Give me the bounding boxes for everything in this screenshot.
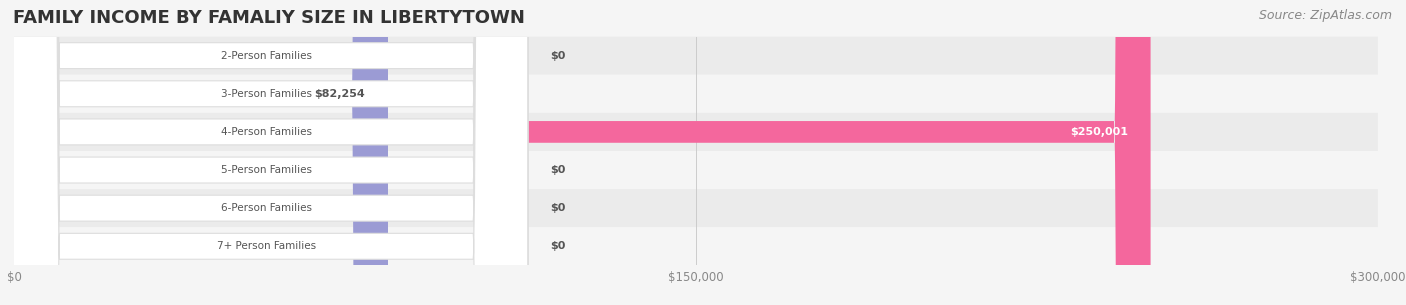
Text: 5-Person Families: 5-Person Families (221, 165, 312, 175)
Text: $0: $0 (551, 203, 565, 213)
FancyBboxPatch shape (14, 37, 1378, 75)
FancyBboxPatch shape (14, 227, 1378, 265)
Text: FAMILY INCOME BY FAMALIY SIZE IN LIBERTYTOWN: FAMILY INCOME BY FAMALIY SIZE IN LIBERTY… (13, 9, 524, 27)
Text: 7+ Person Families: 7+ Person Families (217, 241, 316, 251)
FancyBboxPatch shape (6, 0, 527, 305)
FancyBboxPatch shape (14, 0, 388, 305)
FancyBboxPatch shape (14, 113, 1378, 151)
Text: 6-Person Families: 6-Person Families (221, 203, 312, 213)
Text: 2-Person Families: 2-Person Families (221, 51, 312, 61)
FancyBboxPatch shape (14, 151, 1378, 189)
Text: $0: $0 (551, 51, 565, 61)
FancyBboxPatch shape (6, 0, 527, 305)
Text: $0: $0 (551, 165, 565, 175)
FancyBboxPatch shape (6, 0, 527, 305)
FancyBboxPatch shape (6, 0, 527, 305)
FancyBboxPatch shape (14, 75, 1378, 113)
Text: $82,254: $82,254 (315, 89, 366, 99)
Text: 4-Person Families: 4-Person Families (221, 127, 312, 137)
Text: Source: ZipAtlas.com: Source: ZipAtlas.com (1258, 9, 1392, 22)
FancyBboxPatch shape (14, 189, 1378, 227)
FancyBboxPatch shape (14, 0, 1150, 305)
Text: $250,001: $250,001 (1070, 127, 1128, 137)
FancyBboxPatch shape (6, 0, 527, 305)
FancyBboxPatch shape (6, 0, 527, 305)
Text: $0: $0 (551, 241, 565, 251)
Text: 3-Person Families: 3-Person Families (221, 89, 312, 99)
